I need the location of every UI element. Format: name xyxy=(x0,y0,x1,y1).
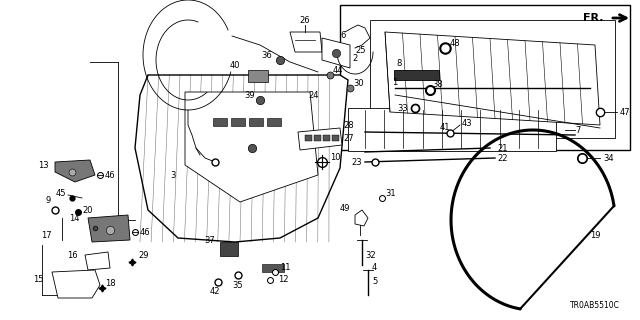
Text: 32: 32 xyxy=(365,251,376,260)
Text: 26: 26 xyxy=(300,15,310,25)
Text: 36: 36 xyxy=(261,51,272,60)
Text: 37: 37 xyxy=(204,236,215,244)
Polygon shape xyxy=(85,252,110,270)
Text: 34: 34 xyxy=(603,154,614,163)
Text: 11: 11 xyxy=(280,263,291,273)
Text: 9: 9 xyxy=(45,196,51,204)
Text: 42: 42 xyxy=(210,287,220,297)
Bar xyxy=(220,242,238,256)
Text: 28: 28 xyxy=(343,121,354,130)
Bar xyxy=(249,118,263,126)
Polygon shape xyxy=(135,75,348,242)
Polygon shape xyxy=(185,92,318,202)
Text: 35: 35 xyxy=(233,281,243,290)
Text: 24: 24 xyxy=(308,91,319,100)
Text: 1: 1 xyxy=(392,77,397,86)
Bar xyxy=(394,70,439,80)
Polygon shape xyxy=(385,32,600,125)
Text: 15: 15 xyxy=(33,276,44,284)
Text: 20: 20 xyxy=(82,205,93,214)
Text: 31: 31 xyxy=(385,188,396,197)
Text: FR.: FR. xyxy=(584,13,604,23)
Text: 22: 22 xyxy=(497,154,508,163)
Text: 6: 6 xyxy=(340,30,346,39)
Polygon shape xyxy=(88,215,130,242)
Text: 38: 38 xyxy=(432,79,443,89)
Text: 29: 29 xyxy=(138,251,148,260)
Bar xyxy=(213,118,227,126)
Text: 39: 39 xyxy=(244,91,255,100)
Text: 46: 46 xyxy=(140,228,150,236)
Bar xyxy=(340,5,630,150)
Polygon shape xyxy=(55,160,95,182)
Bar xyxy=(231,118,245,126)
Text: 27: 27 xyxy=(343,133,354,142)
Text: 17: 17 xyxy=(42,230,52,239)
Text: 18: 18 xyxy=(105,278,116,287)
Bar xyxy=(314,135,321,141)
Text: 44: 44 xyxy=(333,66,344,75)
Bar xyxy=(262,264,284,272)
Text: 19: 19 xyxy=(590,230,600,239)
Text: 46: 46 xyxy=(105,171,116,180)
Text: 23: 23 xyxy=(351,157,362,166)
Polygon shape xyxy=(290,32,322,52)
Bar xyxy=(267,118,281,126)
Text: 3: 3 xyxy=(170,171,175,180)
Text: 7: 7 xyxy=(575,125,580,134)
Text: 8: 8 xyxy=(396,59,401,68)
Text: 40: 40 xyxy=(230,60,240,69)
Text: 43: 43 xyxy=(462,118,472,127)
Text: 4: 4 xyxy=(372,263,377,273)
Text: 49: 49 xyxy=(339,204,350,212)
Bar xyxy=(305,135,312,141)
Polygon shape xyxy=(52,270,100,298)
Text: 33: 33 xyxy=(397,103,408,113)
Bar xyxy=(323,135,330,141)
Bar xyxy=(248,70,268,82)
Text: 16: 16 xyxy=(67,251,78,260)
Polygon shape xyxy=(355,210,368,226)
Bar xyxy=(370,20,615,138)
Text: 2: 2 xyxy=(352,53,357,62)
Text: 41: 41 xyxy=(440,123,451,132)
Text: 30: 30 xyxy=(353,78,364,87)
Text: 21: 21 xyxy=(497,143,508,153)
Text: 45: 45 xyxy=(56,188,66,197)
Text: TR0AB5510C: TR0AB5510C xyxy=(570,301,620,310)
Text: 10: 10 xyxy=(330,153,340,162)
Text: 14: 14 xyxy=(70,213,80,222)
Text: 48: 48 xyxy=(450,38,461,47)
Bar xyxy=(348,108,556,151)
Text: 25: 25 xyxy=(355,45,365,54)
Polygon shape xyxy=(298,128,342,150)
Text: 13: 13 xyxy=(38,161,49,170)
Bar xyxy=(332,135,339,141)
Text: 12: 12 xyxy=(278,276,289,284)
Polygon shape xyxy=(322,38,350,68)
Text: 47: 47 xyxy=(620,108,630,116)
Text: 5: 5 xyxy=(372,277,377,286)
